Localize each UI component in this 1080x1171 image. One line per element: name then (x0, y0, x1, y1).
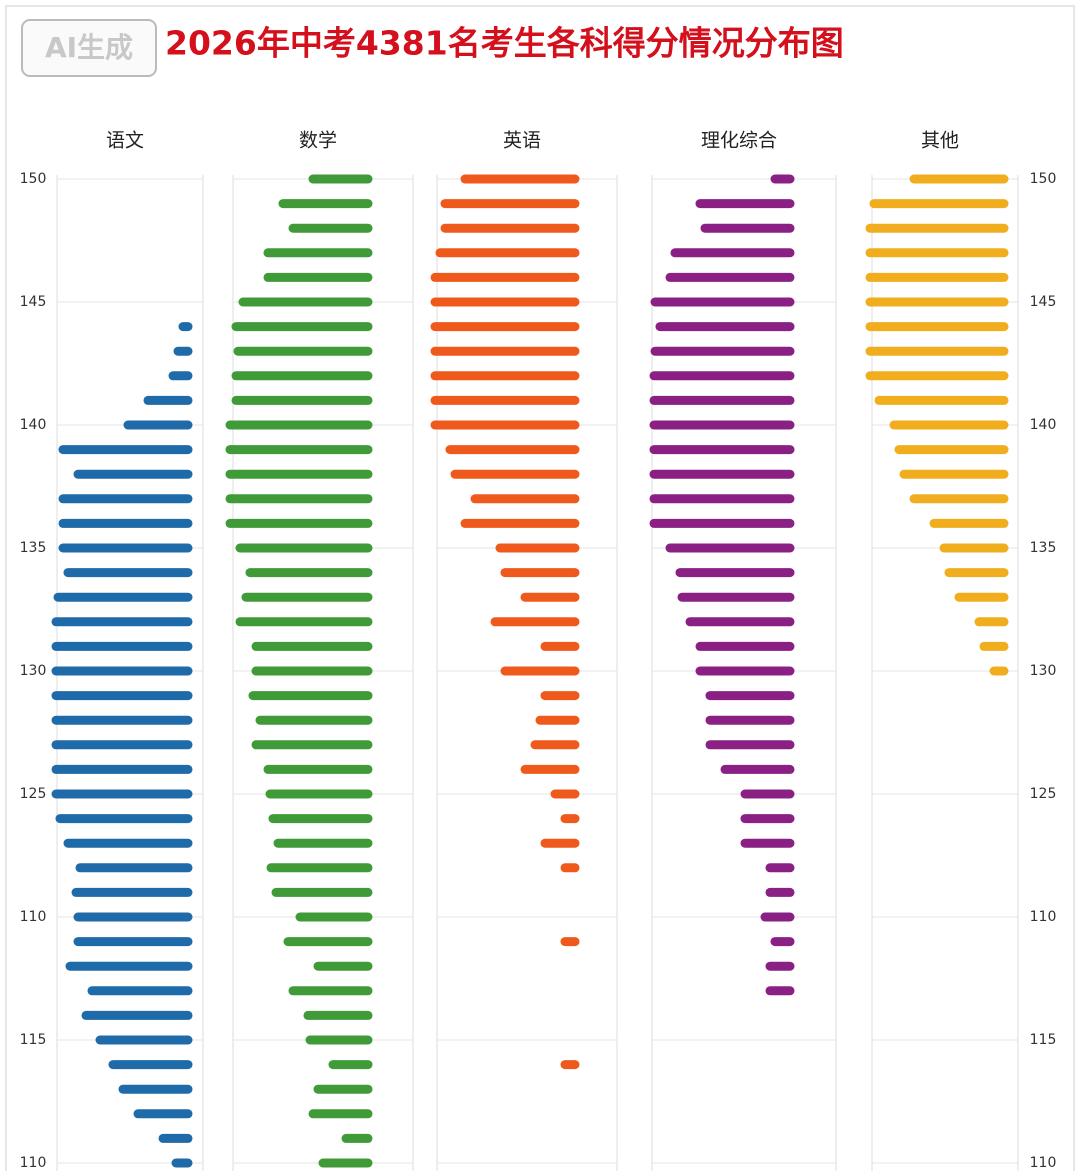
y-tick-label: 150 (20, 171, 47, 187)
y2-tick-label: 115 (1030, 1032, 1057, 1048)
legend-label: 数学 (299, 130, 337, 152)
legend-label: 理化综合 (701, 130, 777, 152)
y-tick-label: 115 (20, 1032, 47, 1048)
legend-label: 英语 (503, 130, 541, 152)
y2-tick-label: 125 (1030, 786, 1057, 802)
y2-tick-label: 150 (1030, 171, 1057, 187)
y-tick-label: 130 (20, 663, 47, 679)
y2-tick-label: 130 (1030, 663, 1057, 679)
y2-tick-label: 110 (1030, 1155, 1057, 1171)
y2-tick-label: 135 (1030, 540, 1057, 556)
y-tick-label: 125 (20, 786, 47, 802)
y-tick-label: 140 (20, 417, 47, 433)
y2-tick-label: 140 (1030, 417, 1057, 433)
legend-label: 语文 (106, 130, 144, 152)
legend-label: 其他 (921, 130, 959, 152)
y-tick-label: 110 (20, 1155, 47, 1171)
y-tick-label: 145 (20, 294, 47, 310)
y-tick-label: 135 (20, 540, 47, 556)
badge: AI生成 (45, 31, 133, 64)
badge-box (21, 19, 157, 77)
y2-tick-label: 110 (1030, 909, 1057, 925)
chart-title: 2026年中考4381名考生各科得分情况分布图 (165, 24, 844, 63)
y2-tick-label: 145 (1030, 294, 1057, 310)
y-tick-label: 110 (20, 909, 47, 925)
frame (5, 5, 1075, 1171)
